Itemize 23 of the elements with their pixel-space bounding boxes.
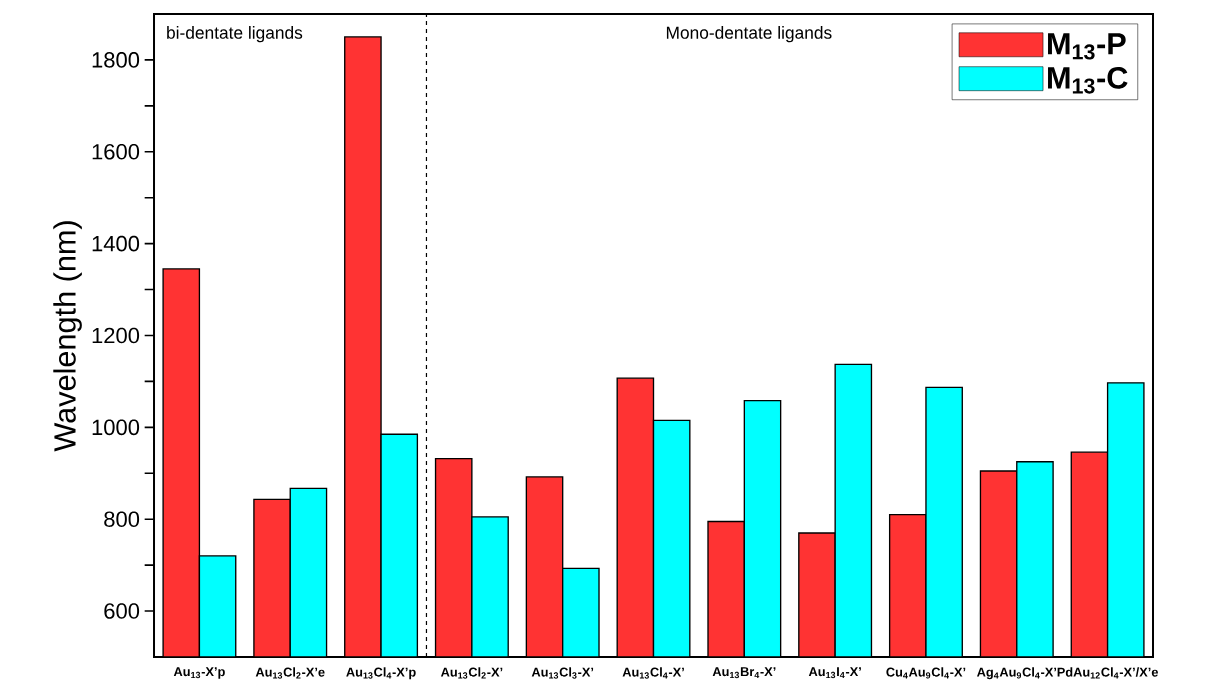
y-tick-label: 600	[104, 603, 140, 619]
x-tick-label: PdAu$_{12}$Cl$_{4}$-X’/X’e	[1057, 667, 1158, 679]
y-tick-label: 800	[104, 511, 140, 527]
x-tick-label: Cu$_{4}$Au$_{9}$Cl$_{4}$-X’	[886, 667, 966, 679]
legend-label: M$_{13}$-C	[1048, 67, 1128, 94]
y-tick-label: 1400	[92, 235, 140, 252]
y-tick-label: 1600	[92, 143, 140, 160]
x-tick-label: Au$_{13}$I$_{4}$-X’	[808, 667, 861, 679]
annotation: Mono-dentate ligands	[666, 26, 832, 43]
x-tick-label: Ag$_{4}$Au$_{9}$Cl$_{4}$-X’	[976, 667, 1057, 680]
x-tick-label: Au$_{13}$Br$_{4}$-X’	[712, 667, 776, 679]
x-tick-label: Au$_{13}$Cl$_{3}$-X’	[531, 667, 594, 679]
annotation: bi-dentate ligands	[167, 26, 303, 43]
x-tick-label: Au$_{13}$-X’p	[173, 667, 225, 679]
legend-label: M$_{13}$-P	[1048, 33, 1126, 60]
y-tick-label: 1200	[92, 327, 140, 344]
x-tick-label: Au$_{13}$Cl$_{2}$-X’	[440, 667, 503, 679]
x-tick-label: Au$_{13}$Cl$_{4}$-X’	[622, 667, 684, 679]
y-axis-title: Wavelength (nm)	[53, 221, 82, 452]
x-tick-label: Au$_{13}$Cl$_{4}$-X’p	[346, 667, 416, 680]
y-tick-label: 1000	[92, 419, 140, 436]
x-tick-label: Au$_{13}$Cl$_{2}$-X’e	[255, 667, 325, 679]
y-tick-label: 1800	[92, 52, 140, 68]
